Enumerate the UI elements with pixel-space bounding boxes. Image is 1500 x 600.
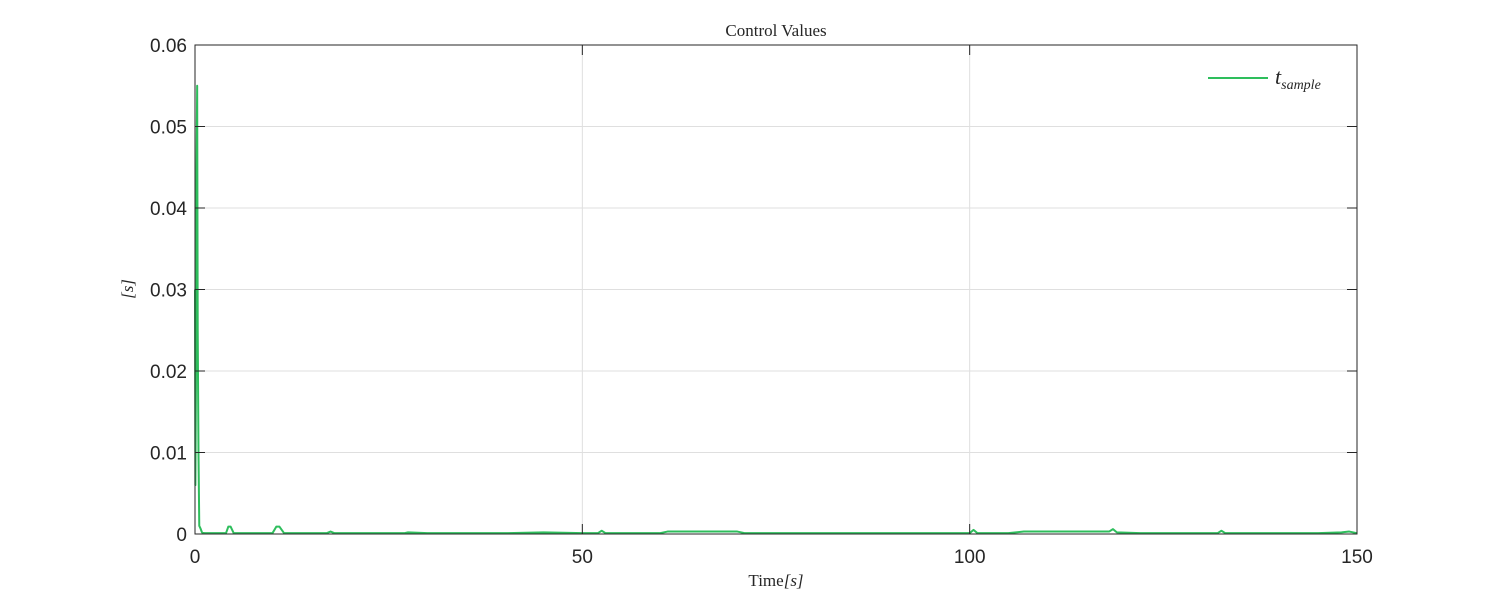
x-tick-labels: 0 50 100 150: [190, 547, 1373, 568]
legend-box: [1195, 60, 1347, 100]
y-tick-label: 0.02: [150, 362, 187, 383]
x-axis-label-text: Time: [748, 571, 783, 590]
legend: tsample: [1195, 60, 1347, 100]
y-tick-label: 0.04: [150, 199, 187, 220]
y-axis-label: [s]: [118, 279, 137, 299]
x-axis-label-unit: [s]: [784, 571, 804, 590]
legend-label: tsample: [1275, 64, 1321, 93]
tick-marks: [194, 44, 1358, 535]
y-tick-label: 0.06: [150, 36, 187, 57]
x-tick-label: 50: [572, 547, 593, 568]
chart-title: Control Values: [725, 21, 826, 40]
series-layer: [194, 84, 1358, 535]
y-tick-label: 0.01: [150, 444, 187, 465]
y-tick-labels: 0 0.01 0.02 0.03 0.04 0.05 0.06: [150, 36, 187, 546]
series-line-t-sample: [194, 84, 1358, 535]
legend-label-main: t: [1275, 64, 1282, 89]
x-tick-label: 0: [190, 547, 201, 568]
x-tick-label: 100: [954, 547, 986, 568]
y-tick-label: 0.03: [150, 281, 187, 302]
x-tick-label: 150: [1341, 547, 1373, 568]
x-axis-label: Time[s]: [748, 571, 803, 590]
legend-label-subscript: sample: [1281, 78, 1321, 93]
y-tick-label: 0.05: [150, 118, 187, 139]
y-tick-label: 0: [176, 525, 187, 546]
